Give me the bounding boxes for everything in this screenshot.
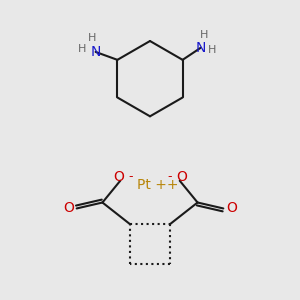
Text: H: H xyxy=(200,30,208,40)
Text: Pt ++: Pt ++ xyxy=(137,178,179,192)
Text: -: - xyxy=(128,170,132,183)
Text: -: - xyxy=(168,170,172,183)
Text: H: H xyxy=(87,33,96,43)
Text: H: H xyxy=(77,44,86,54)
Text: O: O xyxy=(226,202,237,215)
Text: N: N xyxy=(90,45,101,59)
Text: O: O xyxy=(113,170,124,184)
Text: O: O xyxy=(176,170,187,184)
Text: H: H xyxy=(208,45,217,55)
Text: N: N xyxy=(195,41,206,55)
Text: O: O xyxy=(63,202,74,215)
